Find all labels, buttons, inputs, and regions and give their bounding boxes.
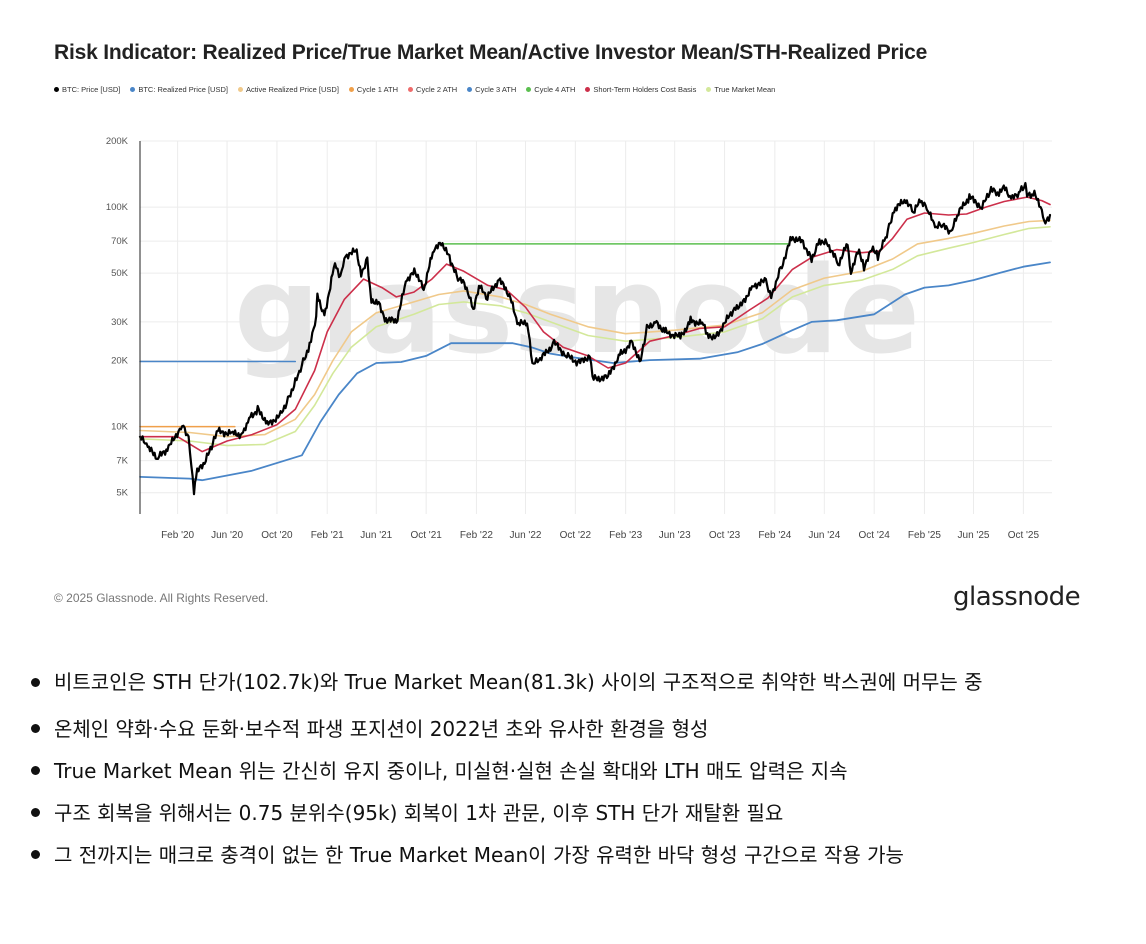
x-tick-label: Feb '25	[908, 530, 941, 541]
glassnode-logo: glassnode	[953, 582, 1081, 612]
legend-label: Cycle 1 ATH	[356, 85, 399, 94]
legend-item[interactable]: BTC: Realized Price [USD]	[130, 85, 228, 94]
legend-swatch	[706, 87, 712, 92]
x-tick-label: Oct '21	[410, 530, 442, 541]
summary-bullets: 비트코인은 STH 단가(102.7k)와 True Market Mean(8…	[26, 662, 1126, 876]
x-tick-label: Oct '23	[709, 530, 741, 541]
legend-label: Cycle 2 ATH	[416, 85, 458, 94]
series-line-true-market-mean	[139, 226, 1051, 447]
legend-item[interactable]: Cycle 2 ATH	[408, 85, 457, 94]
x-tick-label: Jun '21	[360, 530, 392, 541]
chart-title: Risk Indicator: Realized Price/True Mark…	[54, 41, 928, 64]
legend-label: Short-Term Holders Cost Basis	[593, 85, 697, 94]
y-tick-label: 7K	[116, 456, 128, 467]
footer-copyright: © 2025 Glassnode. All Rights Reserved.	[54, 591, 269, 605]
series-layer	[138, 181, 1052, 496]
legend-label: Cycle 3 ATH	[475, 85, 517, 94]
y-tick-label: 5K	[116, 488, 128, 499]
legend-swatch	[348, 87, 354, 92]
legend-item[interactable]: True Market Mean	[706, 85, 775, 94]
legend-label: Cycle 4 ATH	[534, 85, 576, 94]
bullet-item: 비트코인은 STH 단가(102.7k)와 True Market Mean(8…	[26, 662, 1126, 702]
series-line-short-term-holders-cost-basis	[139, 196, 1051, 453]
watermark-text: glassnode	[234, 242, 920, 381]
legend-swatch	[408, 87, 414, 92]
bullet-item: 구조 회복을 위해서는 0.75 분위수(95k) 회복이 1차 관문, 이후 …	[26, 792, 1126, 834]
series-line-btc-realized-price-usd	[139, 261, 1051, 482]
x-tick-label: Jun '24	[808, 530, 840, 541]
x-tick-label: Feb '21	[311, 530, 344, 541]
legend-label: BTC: Realized Price [USD]	[138, 85, 228, 94]
x-tick-label: Oct '25	[1008, 530, 1040, 541]
series-line-btc-price-usd	[138, 181, 1052, 496]
legend-swatch	[526, 87, 532, 92]
x-tick-label: Jun '25	[958, 530, 990, 541]
x-tick-label: Feb '22	[460, 530, 493, 541]
legend-item[interactable]: Short-Term Holders Cost Basis	[585, 85, 696, 94]
legend-item[interactable]: BTC: Price [USD]	[54, 85, 120, 94]
y-tick-label: 50K	[111, 268, 129, 279]
chart-card: Risk Indicator: Realized Price/True Mark…	[54, 41, 1081, 612]
legend-item[interactable]: Cycle 1 ATH	[348, 85, 399, 94]
legend-label: BTC: Price [USD]	[62, 85, 121, 94]
legend-item[interactable]: Active Realized Price [USD]	[237, 85, 339, 94]
legend-label: True Market Mean	[714, 85, 776, 94]
x-tick-label: Oct '22	[560, 530, 592, 541]
y-tick-label: 10K	[111, 422, 129, 433]
x-tick-label: Feb '23	[609, 530, 642, 541]
y-tick-label: 100K	[106, 202, 129, 213]
legend-swatch	[237, 87, 243, 92]
legend-item[interactable]: Cycle 3 ATH	[467, 85, 516, 94]
legend-swatch	[585, 87, 591, 92]
legend-item[interactable]: Cycle 4 ATH	[526, 85, 575, 94]
legend-swatch	[54, 87, 59, 92]
series-line-active-realized-price-usd	[139, 219, 1051, 438]
y-tick-label: 20K	[111, 356, 129, 367]
y-tick-label: 70K	[111, 236, 129, 247]
legend-swatch	[130, 87, 136, 92]
x-tick-label: Jun '23	[659, 530, 691, 541]
chart-legend: BTC: Price [USD] BTC: Realized Price [USD…	[54, 85, 775, 94]
chart-svg: glassnode 5K 7K 10K 20K 30K 50K 70K 100K 200K Feb…	[106, 136, 1052, 541]
x-tick-label: Oct '24	[858, 530, 890, 541]
bullet-item: 그 전까지는 매크로 충격이 없는 한 True Market Mean이 가장…	[26, 834, 1126, 876]
bullet-item: True Market Mean 위는 간신히 유지 중이나, 미실현·실현 손…	[26, 750, 1126, 792]
legend-swatch	[467, 87, 473, 92]
legend-label: Active Realized Price [USD]	[245, 85, 339, 94]
bullet-item: 온체인 약화·수요 둔화·보수적 파생 포지션이 2022년 초와 유사한 환경…	[26, 708, 1126, 750]
x-tick-label: Jun '20	[211, 530, 243, 541]
x-tick-label: Feb '20	[161, 530, 194, 541]
x-tick-label: Oct '20	[261, 530, 293, 541]
y-tick-label: 200K	[106, 136, 129, 147]
y-tick-label: 30K	[111, 317, 129, 328]
axis-layer: 5K 7K 10K 20K 30K 50K 70K 100K 200K Feb '20 Jun '2…	[106, 136, 1040, 541]
x-tick-label: Jun '22	[510, 530, 542, 541]
x-tick-label: Feb '24	[758, 530, 791, 541]
